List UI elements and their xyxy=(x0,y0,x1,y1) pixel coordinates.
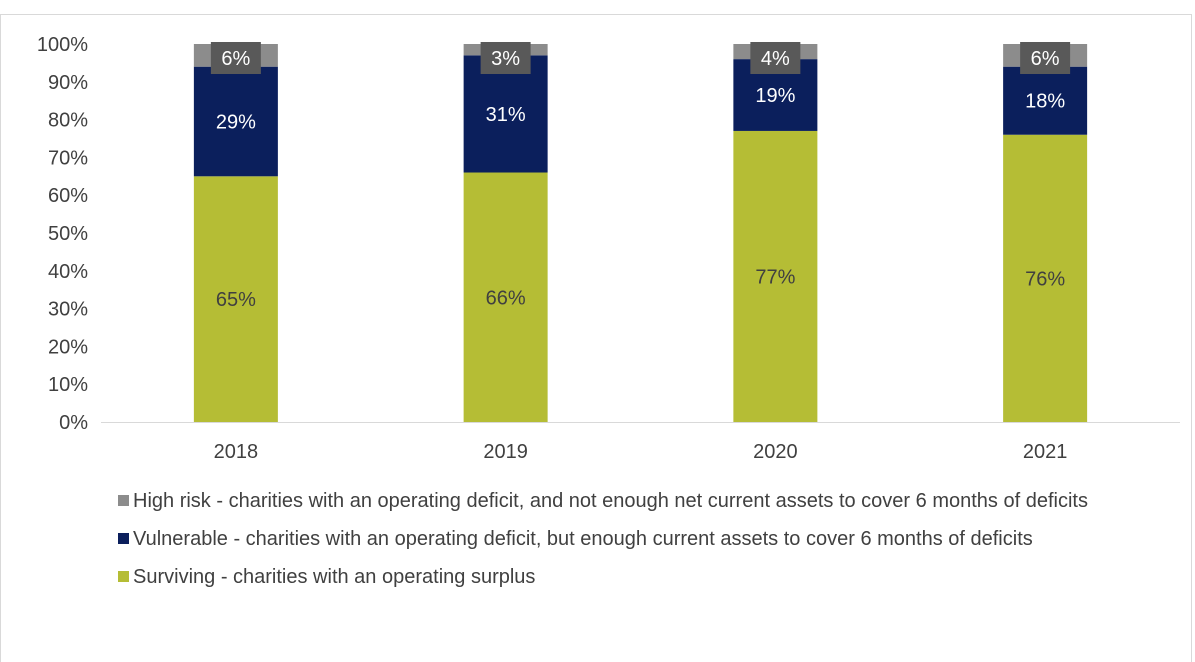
data-label: 66% xyxy=(486,287,526,309)
legend: High risk - charities with an operating … xyxy=(118,488,1118,602)
y-tick-label: 0% xyxy=(59,412,88,434)
bars xyxy=(193,44,1088,422)
y-axis: 0% 10% 20% 30% 40% 50% 60% 70% 80% 90% 100% xyxy=(37,34,88,434)
bar-segment xyxy=(733,130,818,422)
y-tick-label: 80% xyxy=(48,110,88,132)
chart-frame xyxy=(0,14,1192,662)
data-label: 6% xyxy=(221,48,250,70)
y-tick-label: 100% xyxy=(37,34,88,56)
data-label: 19% xyxy=(755,85,795,107)
bar-segment xyxy=(463,55,548,173)
data-label: 65% xyxy=(216,289,256,311)
bar-segment xyxy=(1003,66,1088,135)
data-label: 31% xyxy=(486,104,526,126)
legend-swatch-vulnerable xyxy=(118,533,129,544)
data-label: 4% xyxy=(761,48,790,70)
data-label: 3% xyxy=(491,48,520,70)
data-label-box xyxy=(480,42,531,74)
legend-item-vulnerable: Vulnerable - charities with an operating… xyxy=(118,526,1118,552)
stacked-bar-chart: 0%10%20%30%40%50%60%70%80%90%100% 2018 20… xyxy=(37,34,1180,463)
bar-segment xyxy=(193,66,278,177)
y-tick-label: 90% xyxy=(48,72,88,94)
data-label: 6% xyxy=(1031,48,1060,70)
x-axis: 2018 2019 2020 2021 xyxy=(101,422,1180,463)
data-label: 18% xyxy=(1025,91,1065,113)
data-label: 76% xyxy=(1025,268,1065,290)
y-tick-label: 60% xyxy=(48,185,88,207)
legend-item-high-risk: High risk - charities with an operating … xyxy=(118,488,1118,514)
x-tick-label: 2019 xyxy=(483,441,528,463)
legend-label-surviving: Surviving - charities with an operating … xyxy=(133,566,536,588)
data-label-box xyxy=(750,42,801,74)
x-tick-label: 2020 xyxy=(753,441,798,463)
bar-segment xyxy=(463,172,548,422)
bar-segment xyxy=(193,176,278,422)
y-tick-label: 20% xyxy=(48,336,88,358)
legend-label-high-risk: High risk - charities with an operating … xyxy=(133,490,1088,512)
data-label-box xyxy=(1020,42,1071,74)
x-tick-label: 2018 xyxy=(214,441,259,463)
legend-swatch-surviving xyxy=(118,571,129,582)
bar-segment xyxy=(1003,134,1088,422)
y-tick-label: 30% xyxy=(48,299,88,321)
y-tick-label: 40% xyxy=(48,261,88,283)
data-label: 29% xyxy=(216,111,256,133)
y-tick-label: 10% xyxy=(48,374,88,396)
data-label-box xyxy=(210,42,261,74)
legend-swatch-high-risk xyxy=(118,495,129,506)
y-tick-label: 70% xyxy=(48,147,88,169)
legend-item-surviving: Surviving - charities with an operating … xyxy=(118,564,1118,590)
y-tick-label: 50% xyxy=(48,223,88,245)
legend-label-vulnerable: Vulnerable - charities with an operating… xyxy=(133,528,1033,550)
x-tick-label: 2021 xyxy=(1023,441,1068,463)
data-labels: 65% 29% 6% 66% 31% 3% 77% 19% 4% 76% 18% 6% xyxy=(210,42,1071,311)
data-label: 77% xyxy=(755,266,795,288)
